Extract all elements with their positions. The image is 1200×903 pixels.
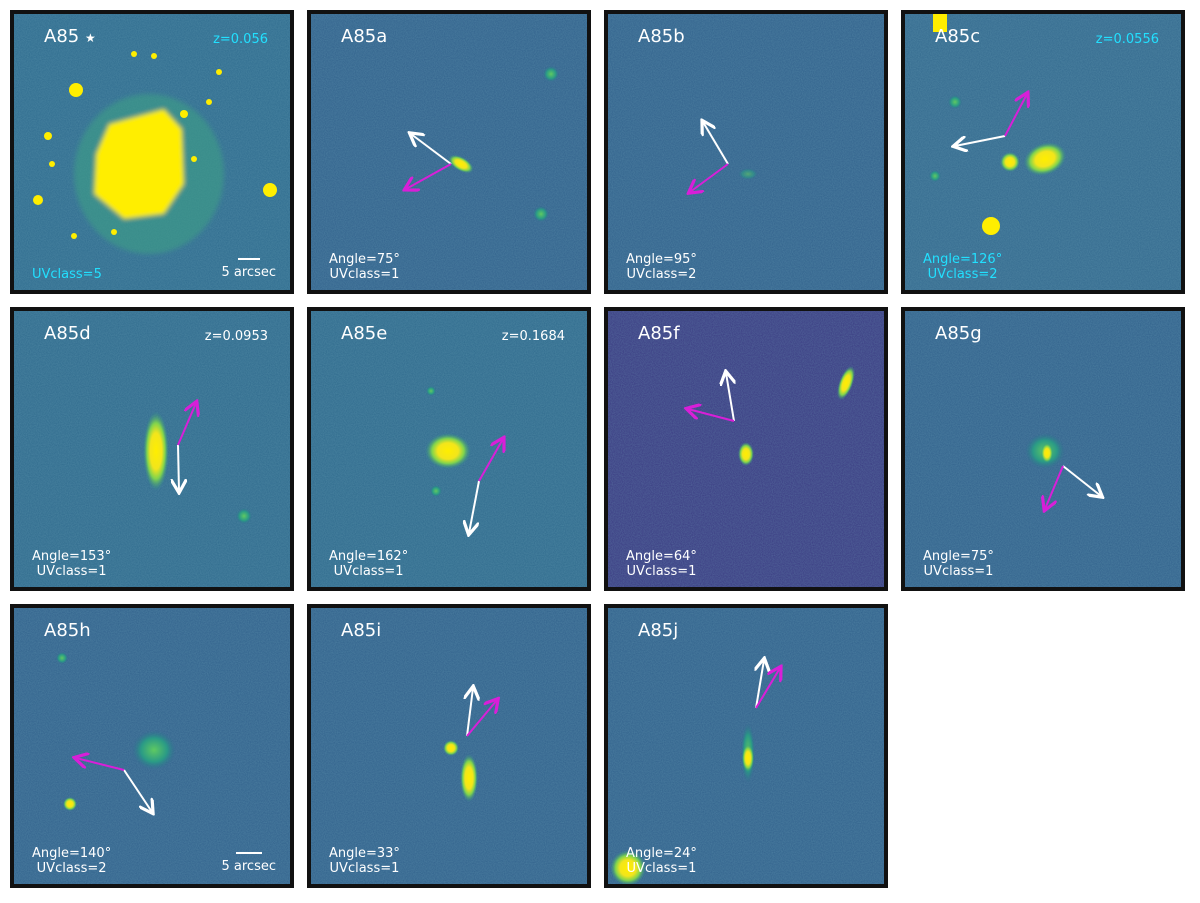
scale-bar-line (237, 258, 260, 260)
galaxy-image (311, 608, 587, 884)
panel-info: Angle=153° UVclass=1 (32, 549, 112, 579)
panel-a85a: A85a Angle=75° UVclass=1 (307, 10, 591, 294)
panel-title: A85j (638, 620, 679, 641)
galaxy-image (905, 14, 1181, 290)
panel-info: Angle=24° UVclass=1 (626, 846, 697, 876)
panel-a85f: A85f Angle=64° UVclass=1 (604, 307, 888, 591)
panel-a85b: A85b Angle=95° UVclass=2 (604, 10, 888, 294)
galaxy-image (905, 311, 1181, 587)
galaxy-image (311, 311, 587, 587)
panel-a85h: A85h Angle=140° UVclass=2 5 arcsec (10, 604, 294, 888)
panel-a85: A85 ★ z=0.056 UVclass=5 5 arcsec (10, 10, 294, 294)
panel-info: Angle=33° UVclass=1 (329, 846, 400, 876)
panel-a85c: A85c z=0.0556 Angle=126° UVclass=2 (901, 10, 1185, 294)
galaxy-image (608, 311, 884, 587)
panel-info: Angle=162° UVclass=1 (329, 549, 409, 579)
panel-title: A85i (341, 620, 382, 641)
panel-title: A85 ★ (44, 26, 96, 47)
scale-bar: 5 arcsec (222, 258, 276, 280)
panel-info: Angle=126° UVclass=2 (923, 252, 1003, 282)
panel-title: A85h (44, 620, 91, 641)
panel-title: A85e (341, 323, 388, 344)
panel-title: A85f (638, 323, 680, 344)
galaxy-image (608, 14, 884, 290)
redshift-label: z=0.1684 (501, 329, 565, 344)
panel-info: Angle=64° UVclass=1 (626, 549, 697, 579)
galaxy-image (14, 311, 290, 587)
panel-a85g: A85g Angle=75° UVclass=1 (901, 307, 1185, 591)
redshift-label: z=0.0556 (1095, 32, 1159, 47)
panel-title: A85b (638, 26, 685, 47)
galaxy-image (14, 608, 290, 884)
panel-info: Angle=95° UVclass=2 (626, 252, 697, 282)
redshift-label: z=0.056 (213, 32, 268, 47)
uvclass-label: UVclass=5 (32, 267, 102, 282)
scale-bar: 5 arcsec (222, 852, 276, 874)
galaxy-image (608, 608, 884, 884)
panel-title: A85c (935, 26, 981, 47)
panel-info: Angle=140° UVclass=2 (32, 846, 112, 876)
panel-title: A85a (341, 26, 388, 47)
panel-a85d: A85d z=0.0953 Angle=153° UVclass=1 (10, 307, 294, 591)
panel-info: Angle=75° UVclass=1 (923, 549, 994, 579)
panel-title: A85g (935, 323, 982, 344)
panel-a85i: A85i Angle=33° UVclass=1 (307, 604, 591, 888)
redshift-label: z=0.0953 (204, 329, 268, 344)
galaxy-image (311, 14, 587, 290)
panel-info: Angle=75° UVclass=1 (329, 252, 400, 282)
panel-a85e: A85e z=0.1684 Angle=162° UVclass=1 (307, 307, 591, 591)
panel-a85j: A85j Angle=24° UVclass=1 (604, 604, 888, 888)
scale-bar-line (235, 852, 262, 854)
galaxy-image (14, 14, 290, 290)
panel-title: A85d (44, 323, 91, 344)
